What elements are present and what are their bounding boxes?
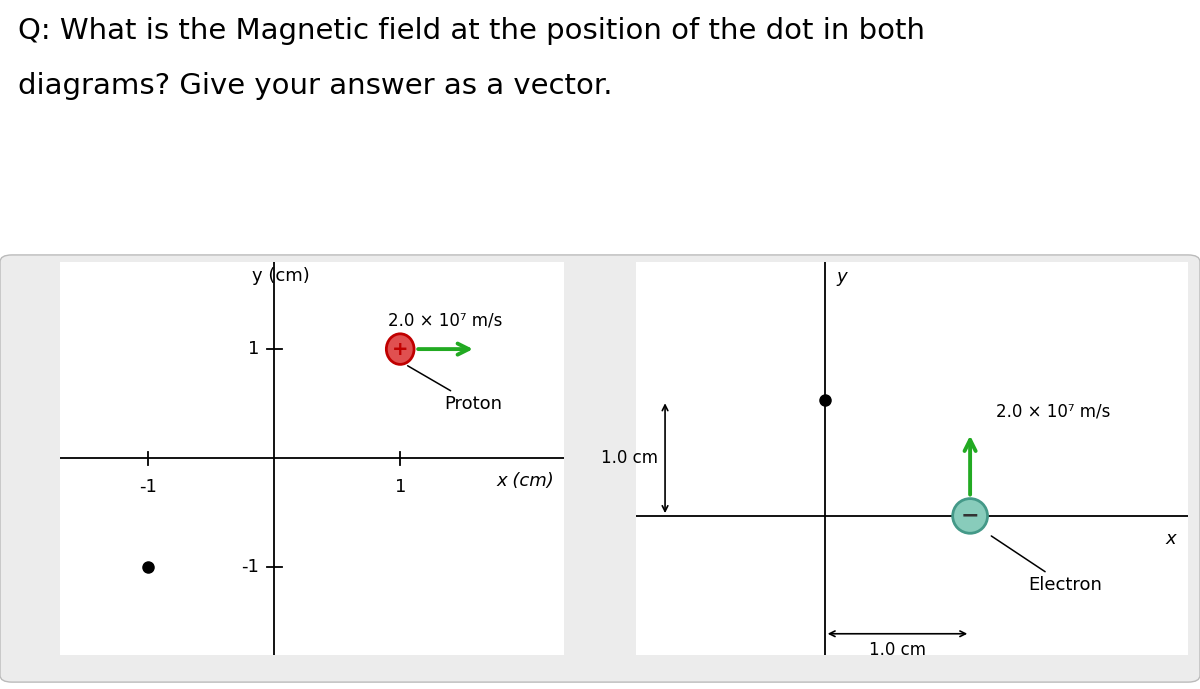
Text: 1.0 cm: 1.0 cm: [601, 449, 658, 467]
Text: 1: 1: [395, 478, 406, 496]
Text: -1: -1: [241, 558, 259, 576]
Text: Proton: Proton: [408, 366, 503, 413]
Ellipse shape: [953, 499, 988, 533]
Text: Q: What is the Magnetic field at the position of the dot in both: Q: What is the Magnetic field at the pos…: [18, 17, 925, 45]
Text: diagrams? Give your answer as a vector.: diagrams? Give your answer as a vector.: [18, 72, 612, 101]
Ellipse shape: [386, 333, 414, 364]
Text: Electron: Electron: [991, 536, 1102, 594]
Text: 1.0 cm: 1.0 cm: [869, 641, 926, 659]
Text: +: +: [392, 340, 408, 358]
Text: y: y: [836, 267, 847, 286]
Text: −: −: [961, 506, 979, 526]
Text: x (cm): x (cm): [496, 473, 554, 491]
Text: x: x: [1165, 530, 1176, 548]
Text: 1: 1: [247, 340, 259, 358]
Text: 2.0 × 10⁷ m/s: 2.0 × 10⁷ m/s: [389, 311, 503, 329]
Text: y (cm): y (cm): [252, 267, 310, 285]
Text: 2.0 × 10⁷ m/s: 2.0 × 10⁷ m/s: [996, 403, 1111, 421]
Text: -1: -1: [139, 478, 157, 496]
